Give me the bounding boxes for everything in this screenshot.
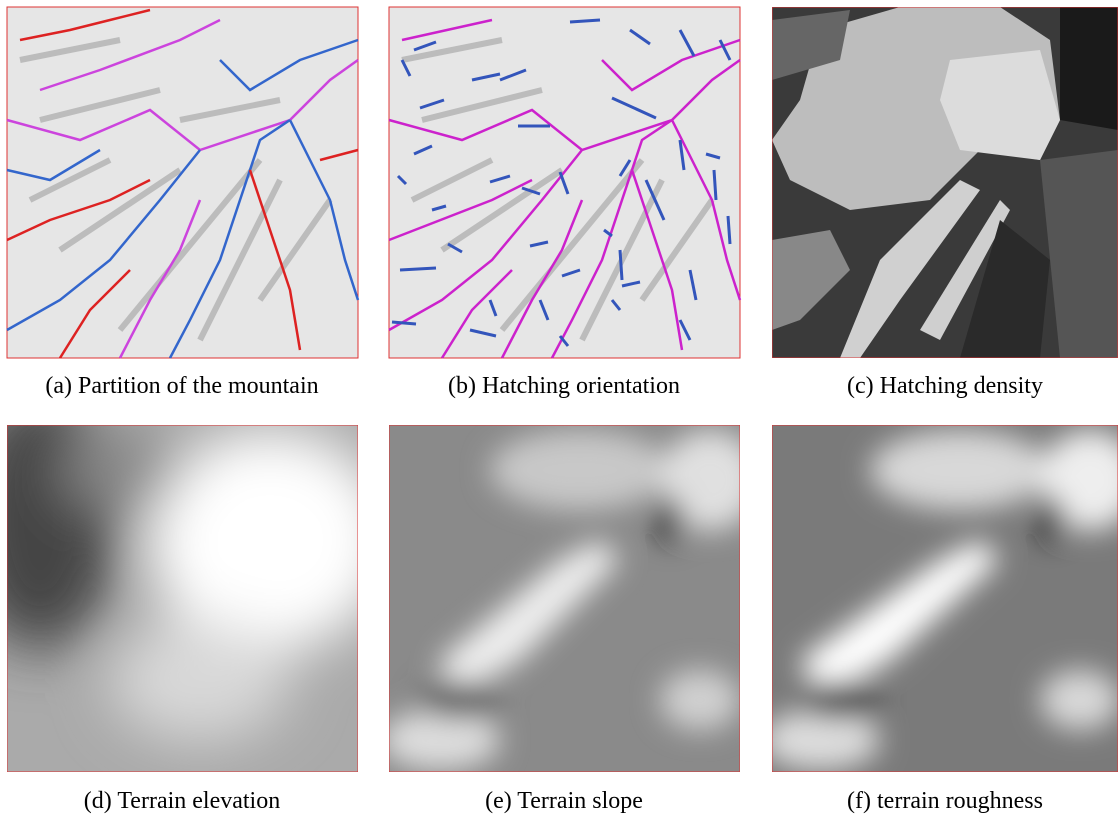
area: [658, 498, 682, 542]
slope-field: [389, 430, 740, 770]
caption: (d) Terrain elevation: [84, 788, 280, 814]
region: [1040, 150, 1118, 358]
area: [660, 670, 740, 730]
boundary: [118, 199, 202, 359]
panel-f: [772, 425, 1118, 772]
hatching-texture: [19, 37, 333, 342]
area: [660, 430, 740, 530]
area: [800, 682, 880, 718]
boundary: [19, 8, 151, 42]
boundary: [319, 148, 359, 162]
mid-area: [110, 620, 290, 740]
region: [940, 50, 1060, 160]
region: [960, 220, 1050, 358]
hatch: [19, 37, 333, 342]
area: [1040, 498, 1064, 542]
boundary: [388, 18, 742, 359]
region: [1060, 7, 1118, 130]
elevation-field: [7, 425, 358, 740]
boundary: [219, 38, 359, 92]
orientation-strokes: [391, 18, 732, 347]
region: [772, 230, 850, 330]
partition-lines: [388, 18, 742, 359]
area: [1040, 670, 1118, 730]
caption: (a) Partition of the mountain: [45, 373, 318, 399]
region: [920, 200, 1010, 340]
caption: (b) Hatching orientation: [448, 373, 680, 399]
mid-area: [60, 430, 180, 510]
boundary: [288, 119, 360, 301]
boundary: [58, 269, 131, 359]
stroke: [391, 18, 732, 347]
area: [389, 710, 500, 770]
caption: (e) Terrain slope: [485, 788, 643, 814]
area: [440, 540, 620, 700]
area: [772, 710, 880, 770]
area: [870, 430, 1050, 510]
caption: (c) Hatching density: [847, 373, 1043, 399]
roughness-field: [772, 430, 1118, 770]
panel-e: [389, 425, 740, 772]
panel-b: [388, 6, 742, 359]
partition-lines: [6, 8, 360, 359]
area: [490, 430, 670, 510]
area: [800, 540, 1000, 700]
boundary: [6, 149, 201, 332]
boundary: [6, 148, 101, 182]
boundary: [6, 178, 151, 242]
boundary: [39, 18, 221, 92]
boundary: [168, 118, 291, 359]
panel-c: [772, 7, 1118, 358]
caption: (f) terrain roughness: [847, 788, 1043, 814]
high-area: [150, 430, 358, 650]
region: [840, 180, 980, 358]
panel-d: [7, 425, 358, 772]
region: [772, 10, 850, 80]
area: [420, 682, 500, 718]
panel-a: [6, 6, 360, 359]
boundary: [248, 169, 302, 351]
